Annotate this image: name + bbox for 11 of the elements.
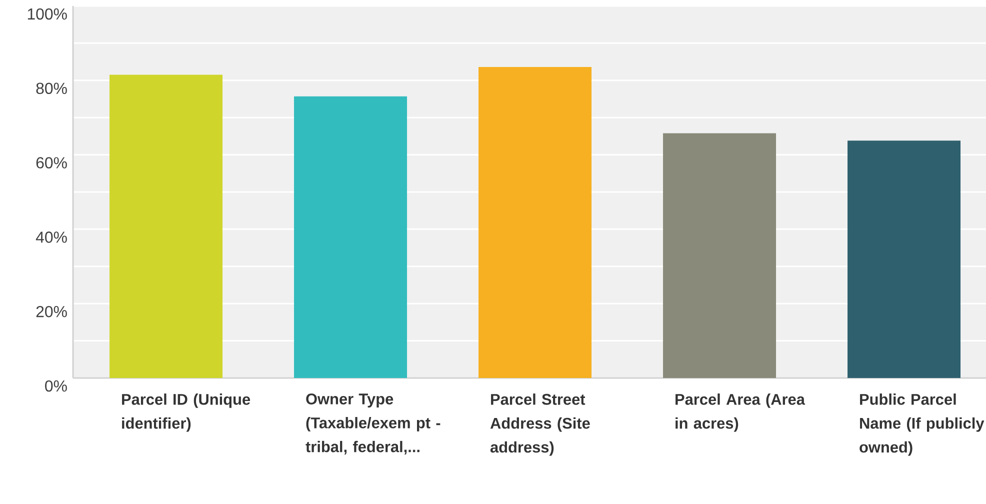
y-tick-label: 80% — [36, 82, 67, 94]
y-tick-label: 60% — [36, 157, 67, 168]
x-tick-label: Parcel Street Address (Site address) — [490, 394, 590, 456]
x-tick-label: Public Parcel Name (If publicly owned) — [860, 394, 984, 456]
x-tick-label: Owner Type (Taxable/exem pt - tribal, federal,... — [306, 394, 440, 454]
y-tick-label: 40% — [36, 232, 67, 243]
y-tick-label: 0% — [45, 380, 67, 392]
x-tick-label: Parcel Area (Area in acres) — [676, 394, 806, 432]
y-tick-label: 20% — [36, 306, 67, 318]
x-tick-label: Parcel ID (Unique identifier) — [122, 394, 250, 432]
y-tick-label: 100% — [28, 8, 67, 20]
